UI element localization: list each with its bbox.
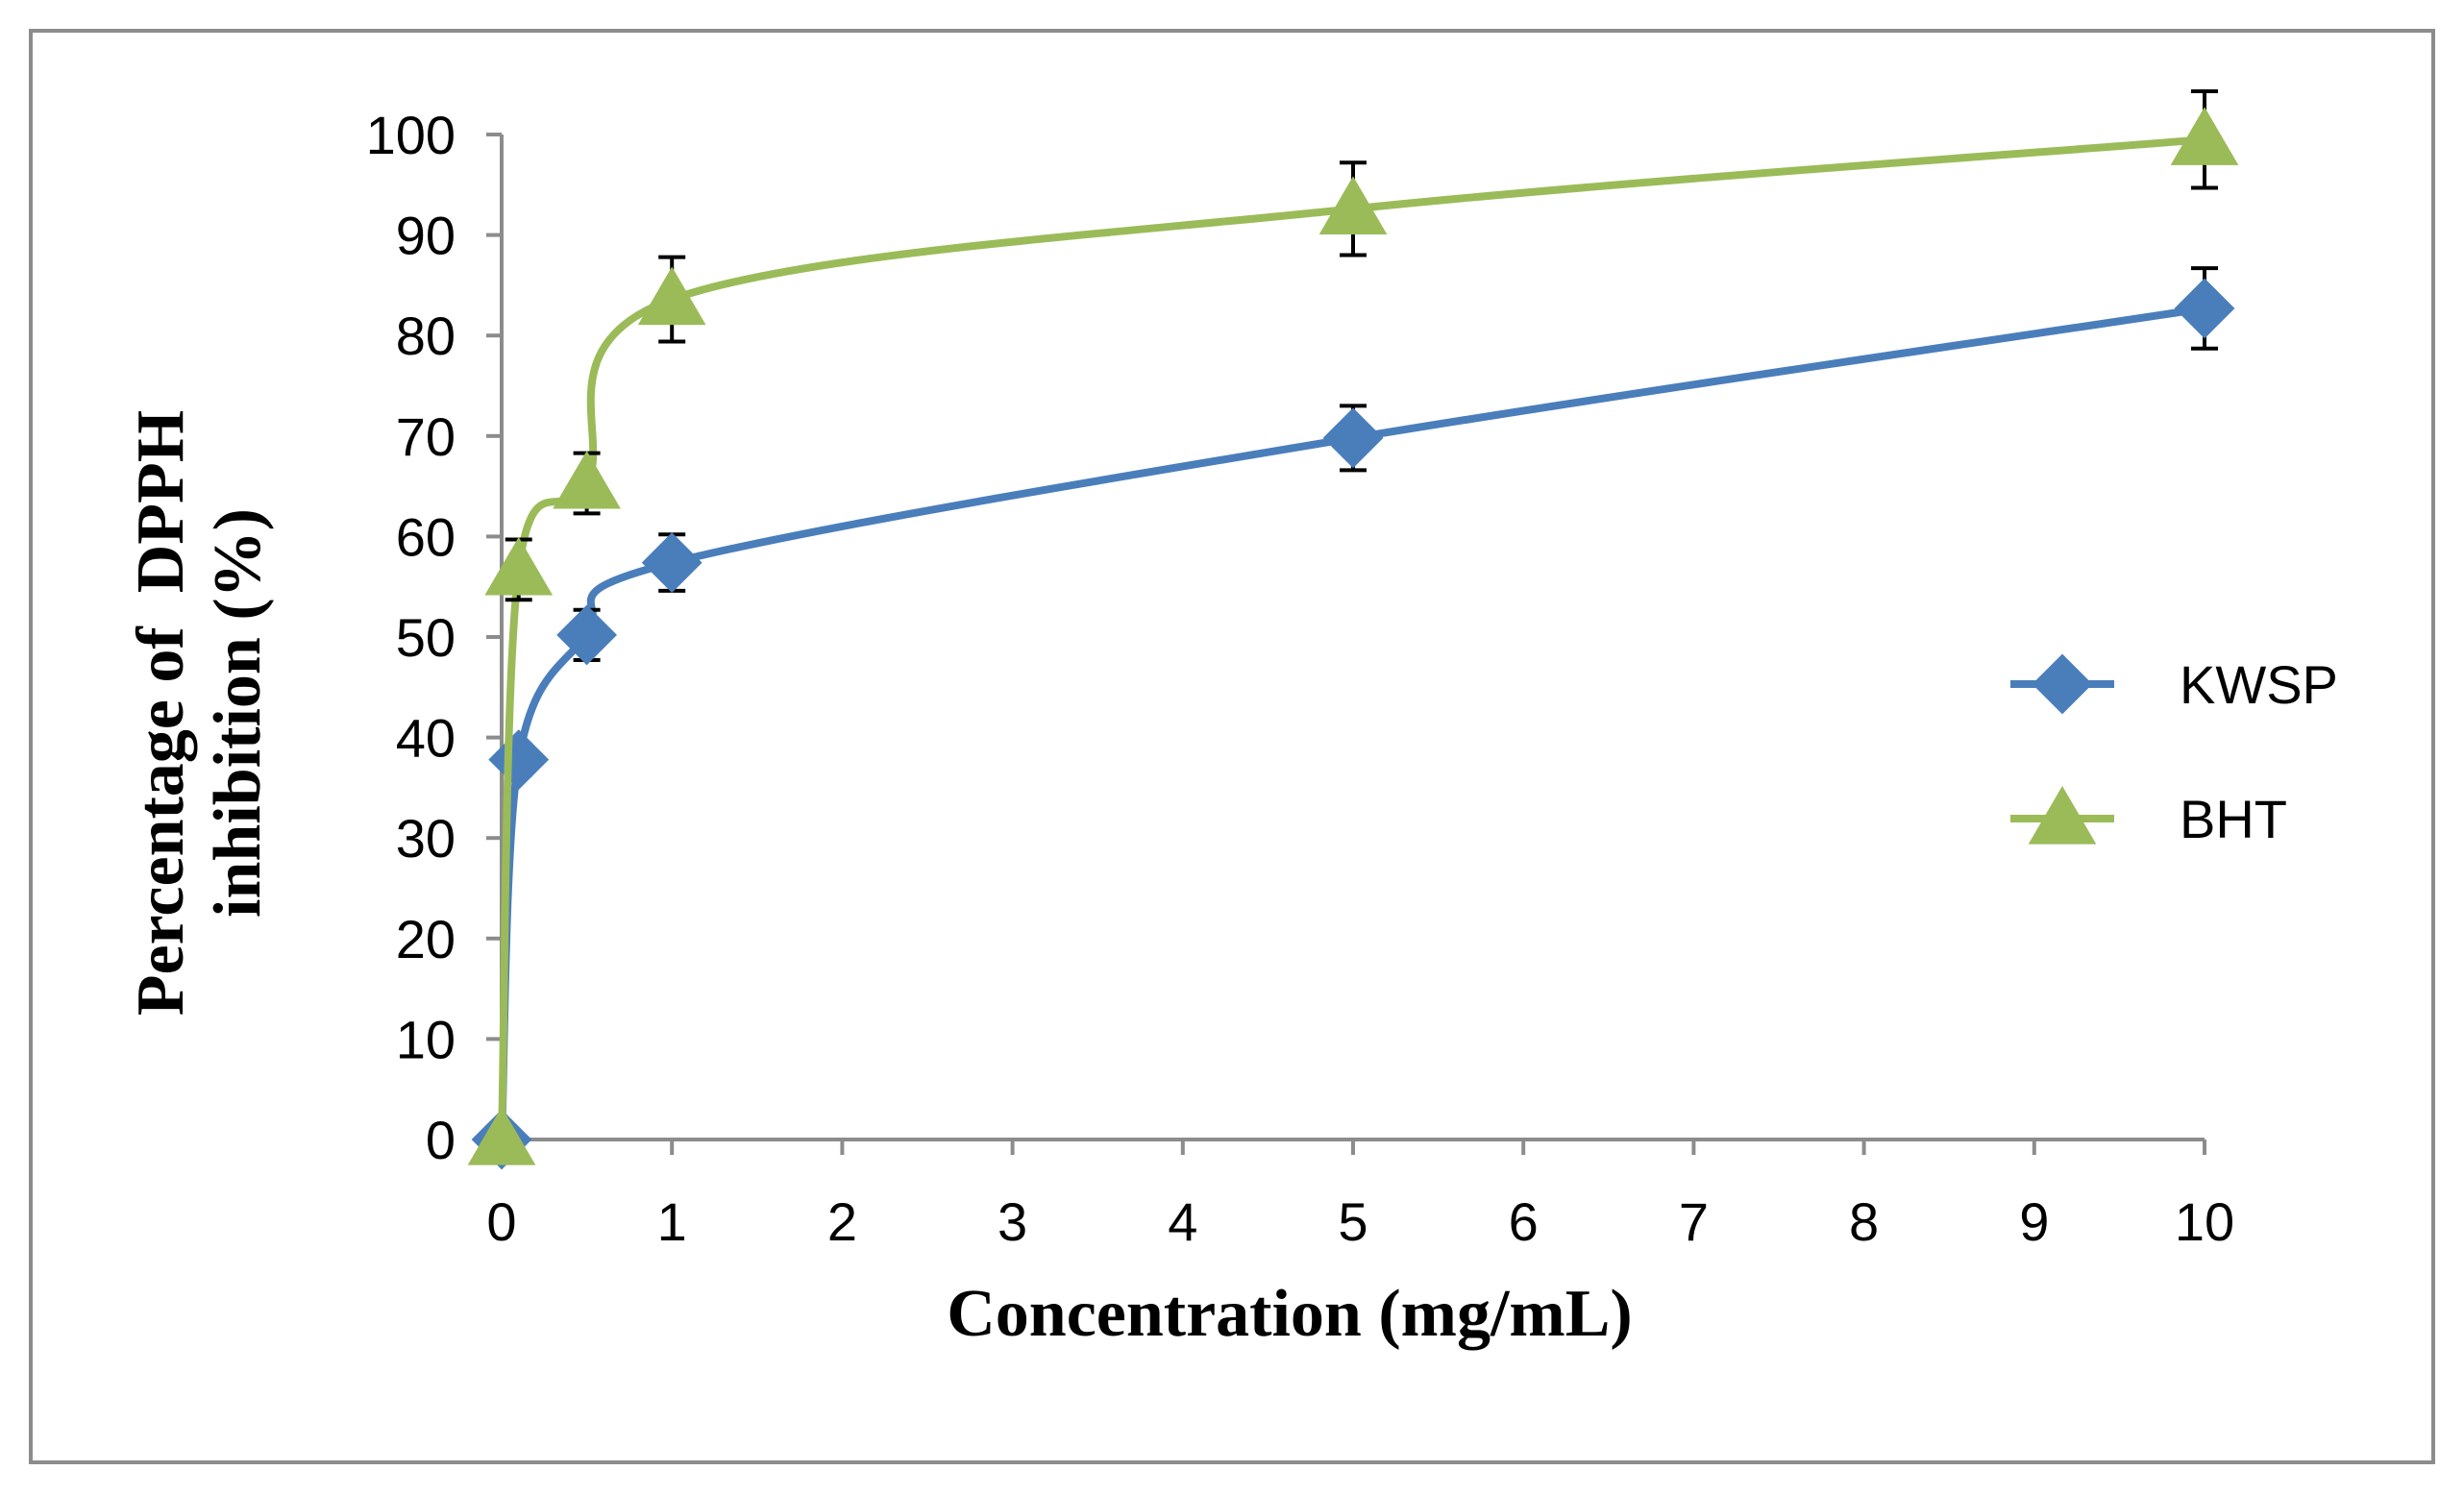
y-tick-label: 50 xyxy=(396,607,456,668)
series-bht xyxy=(467,89,2239,1165)
data-point-kwsp xyxy=(641,532,702,594)
data-point-bht xyxy=(484,536,554,596)
x-tick-label: 4 xyxy=(1168,1191,1197,1252)
x-tick-label: 7 xyxy=(1679,1191,1709,1252)
x-tick-label: 0 xyxy=(486,1191,516,1252)
data-point-bht xyxy=(1318,176,1388,235)
data-point-bht xyxy=(637,266,706,326)
data-point-kwsp xyxy=(2174,278,2235,339)
y-tick-label: 0 xyxy=(426,1110,456,1170)
x-tick-label: 5 xyxy=(1338,1191,1368,1252)
x-tick-label: 9 xyxy=(2019,1191,2049,1252)
y-tick-label: 60 xyxy=(396,506,456,567)
x-tick-label: 8 xyxy=(1849,1191,1879,1252)
legend-label-kwsp: KWSP xyxy=(2180,654,2338,715)
y-tick-label: 10 xyxy=(396,1009,456,1069)
data-point-bht xyxy=(2170,107,2239,165)
y-tick-label: 70 xyxy=(396,406,456,467)
legend-item-bht: BHT xyxy=(2010,786,2287,849)
legend-marker-bht xyxy=(2028,786,2097,845)
x-axis-title: Concentration (mg/mL) xyxy=(947,1277,1633,1351)
y-tick-label: 80 xyxy=(396,306,456,366)
y-tick-label: 30 xyxy=(396,808,456,869)
y-tick-label: 40 xyxy=(396,708,456,769)
y-tick-label: 90 xyxy=(396,206,456,266)
legend-item-kwsp: KWSP xyxy=(2010,653,2338,715)
data-point-kwsp xyxy=(488,729,550,791)
x-tick-label: 3 xyxy=(998,1191,1027,1252)
y-axis-title-line-1: Percentage of DPPH xyxy=(124,410,198,1016)
y-axis-title-line-2: inhibition (%) xyxy=(201,508,275,918)
legend-marker-kwsp xyxy=(2032,653,2093,715)
y-tick-label: 100 xyxy=(366,105,456,165)
x-tick-label: 10 xyxy=(2175,1191,2234,1252)
data-point-kwsp xyxy=(1322,407,1384,469)
y-tick-label: 20 xyxy=(396,909,456,969)
x-tick-label: 6 xyxy=(1509,1191,1539,1252)
x-tick-label: 1 xyxy=(657,1191,687,1252)
data-point-bht xyxy=(553,450,621,509)
data-point-kwsp xyxy=(556,604,618,666)
x-tick-label: 2 xyxy=(827,1191,857,1252)
chart-border xyxy=(29,29,2435,1464)
data-point-bht xyxy=(467,1107,536,1165)
legend-label-bht: BHT xyxy=(2180,789,2287,849)
